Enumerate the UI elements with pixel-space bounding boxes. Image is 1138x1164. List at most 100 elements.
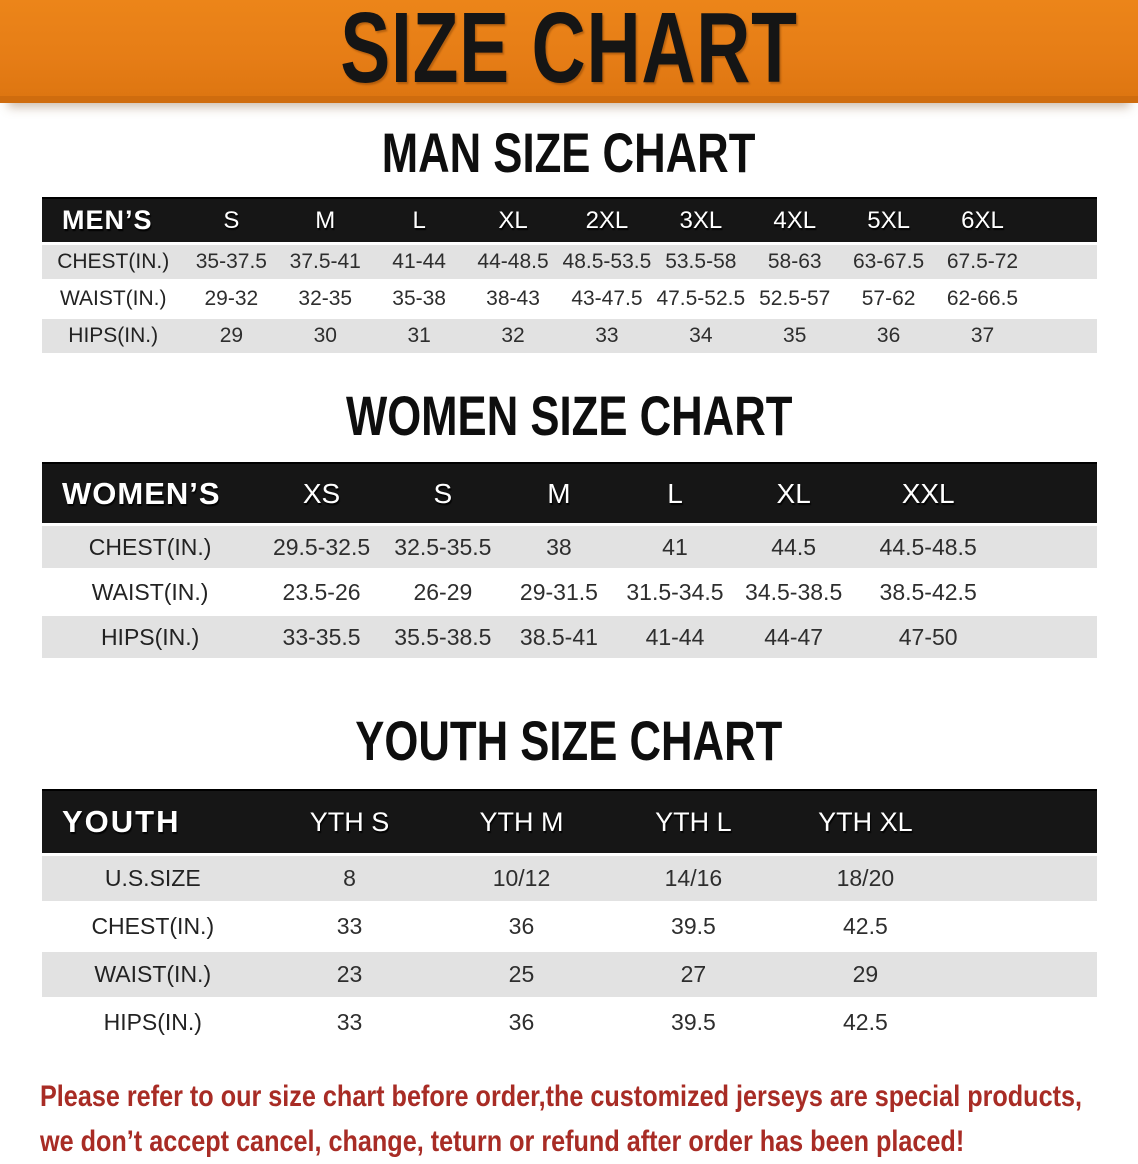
disclaimer-line-2: we don’t accept cancel, change, teturn o… — [40, 1125, 965, 1158]
size-column-header: YTH L — [607, 789, 780, 856]
table-row: CHEST(IN.) 29.5-32.5 32.5-35.5 38 41 44.5 44.5… — [42, 524, 1097, 571]
size-column-header: XXL — [854, 462, 1002, 526]
value-cell: 43-47.5 — [559, 280, 654, 319]
value-cell: 18/20 — [779, 854, 952, 904]
table-corner-label: MEN’S — [42, 197, 185, 245]
size-column-header: S — [384, 462, 501, 526]
size-column-header: YTH S — [263, 789, 436, 856]
value-cell: 38-43 — [466, 280, 560, 319]
value-cell: 38.5-41 — [500, 614, 617, 661]
value-cell: 27 — [607, 950, 780, 1000]
value-cell: 29.5-32.5 — [258, 524, 385, 571]
mens-heading-wrap: MAN SIZE CHART — [0, 121, 1138, 184]
value-cell: 35-38 — [372, 280, 467, 319]
value-cell: 47.5-52.5 — [653, 280, 748, 319]
row-label: HIPS(IN.) — [42, 614, 259, 661]
value-cell: 30 — [278, 317, 373, 356]
value-cell: 44.5 — [733, 524, 855, 571]
value-cell: 36 — [435, 902, 608, 952]
table-row: WAIST(IN.) 23.5-26 26-29 29-31.5 31.5-34.5 34… — [42, 569, 1097, 616]
size-column-header: 3XL — [653, 197, 748, 245]
value-cell: 38.5-42.5 — [854, 569, 1002, 616]
size-column-header: 4XL — [747, 197, 842, 245]
disclaimer-line-1: Please refer to our size chart before or… — [40, 1080, 1083, 1113]
value-cell: 47-50 — [854, 614, 1002, 661]
value-cell: 32 — [466, 317, 560, 356]
header-spacer — [1002, 462, 1097, 526]
value-cell: 25 — [435, 950, 608, 1000]
size-column-header: 5XL — [841, 197, 936, 245]
value-cell: 23 — [263, 950, 436, 1000]
value-cell: 39.5 — [607, 902, 780, 952]
size-chart-banner: SIZE CHART — [0, 0, 1138, 103]
banner-title: SIZE CHART — [340, 0, 798, 104]
row-label: HIPS(IN.) — [42, 998, 264, 1048]
table-corner-label: YOUTH — [42, 789, 264, 856]
value-cell: 42.5 — [779, 998, 952, 1048]
row-spacer — [1002, 569, 1097, 616]
row-spacer — [951, 950, 1097, 1000]
size-column-header: M — [278, 197, 373, 245]
value-cell: 33 — [559, 317, 654, 356]
womens-section-heading: WOMEN SIZE CHART — [345, 384, 793, 447]
value-cell: 63-67.5 — [841, 243, 936, 282]
value-cell: 37 — [935, 317, 1030, 356]
womens-heading-wrap: WOMEN SIZE CHART — [0, 384, 1138, 447]
size-column-header: L — [616, 462, 733, 526]
value-cell: 39.5 — [607, 998, 780, 1048]
row-label: CHEST(IN.) — [42, 524, 259, 571]
value-cell: 34 — [653, 317, 748, 356]
value-cell: 67.5-72 — [935, 243, 1030, 282]
mens-size-table: MEN’S S M L XL 2XL 3XL 4XL 5XL 6XL CHEST(IN.) 35-37… — [42, 197, 1097, 356]
youth-section-heading: YOUTH SIZE CHART — [355, 709, 783, 772]
value-cell: 23.5-26 — [258, 569, 385, 616]
row-spacer — [1029, 280, 1097, 319]
table-row: WAIST(IN.) 29-32 32-35 35-38 38-43 43-47.5 47.… — [42, 280, 1097, 319]
row-spacer — [951, 854, 1097, 904]
row-spacer — [1029, 243, 1097, 282]
value-cell: 8 — [263, 854, 436, 904]
table-row: U.S.SIZE 8 10/12 14/16 18/20 — [42, 854, 1097, 904]
value-cell: 41-44 — [372, 243, 467, 282]
value-cell: 36 — [841, 317, 936, 356]
value-cell: 29 — [779, 950, 952, 1000]
size-column-header: 6XL — [935, 197, 1030, 245]
value-cell: 44-47 — [733, 614, 855, 661]
value-cell: 41 — [616, 524, 733, 571]
value-cell: 44.5-48.5 — [854, 524, 1002, 571]
table-row: HIPS(IN.) 33-35.5 35.5-38.5 38.5-41 41-44 44-… — [42, 614, 1097, 661]
value-cell: 32-35 — [278, 280, 373, 319]
row-spacer — [951, 902, 1097, 952]
mens-section-heading: MAN SIZE CHART — [382, 121, 756, 184]
value-cell: 52.5-57 — [747, 280, 842, 319]
size-column-header: YTH XL — [779, 789, 952, 856]
header-spacer — [951, 789, 1097, 856]
row-label: U.S.SIZE — [42, 854, 264, 904]
value-cell: 41-44 — [616, 614, 733, 661]
value-cell: 35-37.5 — [184, 243, 279, 282]
value-cell: 58-63 — [747, 243, 842, 282]
disclaimer-note: Please refer to our size chart before or… — [40, 1074, 1138, 1164]
value-cell: 44-48.5 — [466, 243, 560, 282]
size-column-header: XL — [733, 462, 855, 526]
value-cell: 42.5 — [779, 902, 952, 952]
value-cell: 33 — [263, 998, 436, 1048]
table-row: CHEST(IN.) 33 36 39.5 42.5 — [42, 902, 1097, 952]
value-cell: 48.5-53.5 — [559, 243, 654, 282]
value-cell: 35.5-38.5 — [384, 614, 501, 661]
value-cell: 34.5-38.5 — [733, 569, 855, 616]
row-label: WAIST(IN.) — [42, 280, 185, 319]
value-cell: 29 — [184, 317, 279, 356]
youth-heading-wrap: YOUTH SIZE CHART — [0, 709, 1138, 772]
row-label: CHEST(IN.) — [42, 243, 185, 282]
size-column-header: XS — [258, 462, 385, 526]
size-column-header: 2XL — [559, 197, 654, 245]
table-row: WAIST(IN.) 23 25 27 29 — [42, 950, 1097, 1000]
row-label: WAIST(IN.) — [42, 950, 264, 1000]
value-cell: 33 — [263, 902, 436, 952]
table-row: HIPS(IN.) 33 36 39.5 42.5 — [42, 998, 1097, 1048]
row-spacer — [1029, 317, 1097, 356]
size-column-header: L — [372, 197, 467, 245]
header-spacer — [1029, 197, 1097, 245]
row-spacer — [1002, 524, 1097, 571]
